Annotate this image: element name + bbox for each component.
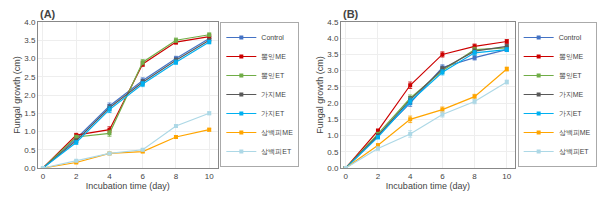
svg-text:뽕잎ME: 뽕잎ME [559,53,584,61]
svg-text:4: 4 [408,172,413,181]
svg-text:2.5: 2.5 [24,73,36,82]
svg-text:가지ME: 가지ME [261,91,286,98]
svg-text:10: 10 [502,172,511,181]
svg-text:2.5: 2.5 [327,83,339,92]
svg-text:0: 0 [41,172,46,181]
svg-text:Control: Control [559,34,582,41]
svg-text:0: 0 [344,172,349,181]
svg-text:8: 8 [472,172,477,181]
svg-text:0.0: 0.0 [327,164,339,173]
svg-text:가지ET: 가지ET [261,110,285,117]
svg-text:Incubation time (day): Incubation time (day) [386,181,470,191]
svg-text:1.5: 1.5 [327,115,339,124]
svg-text:10: 10 [205,172,214,181]
svg-text:가지ME: 가지ME [559,91,584,98]
svg-text:2.0: 2.0 [327,99,339,108]
svg-text:1.0: 1.0 [24,127,36,136]
svg-text:2: 2 [376,172,381,181]
svg-text:뽕잎ET: 뽕잎ET [559,72,583,80]
svg-text:2: 2 [74,172,79,181]
svg-text:가지ET: 가지ET [559,110,583,117]
svg-text:3.5: 3.5 [327,50,339,59]
svg-text:상백피ET: 상백피ET [261,148,292,156]
svg-text:Fungal growth (cm): Fungal growth (cm) [12,56,22,134]
svg-text:상백피ME: 상백피ME [559,129,591,137]
svg-text:1.5: 1.5 [24,109,36,118]
svg-text:0.0: 0.0 [24,164,36,173]
svg-text:3.5: 3.5 [24,36,36,45]
svg-text:6: 6 [440,172,445,181]
svg-text:1.0: 1.0 [327,131,339,140]
svg-text:4.0: 4.0 [327,34,339,43]
svg-text:4.0: 4.0 [24,18,36,27]
svg-text:6: 6 [140,172,145,181]
svg-text:4.5: 4.5 [327,18,339,27]
svg-text:8: 8 [174,172,179,181]
svg-text:Control: Control [261,34,284,41]
svg-text:0.5: 0.5 [327,148,339,157]
svg-text:Fungal growth (cm): Fungal growth (cm) [315,56,325,134]
svg-text:2.0: 2.0 [24,91,36,100]
svg-text:상백피ME: 상백피ME [261,129,293,137]
svg-text:3.0: 3.0 [327,66,339,75]
svg-text:(B): (B) [343,8,359,20]
svg-text:(A): (A) [40,8,56,20]
svg-text:4: 4 [107,172,112,181]
svg-text:0.5: 0.5 [24,146,36,155]
svg-text:뽕잎ET: 뽕잎ET [261,72,285,80]
svg-text:뽕잎ME: 뽕잎ME [261,53,286,61]
svg-text:3.0: 3.0 [24,54,36,63]
svg-text:상백피ET: 상백피ET [559,148,590,156]
svg-text:Incubation time (day): Incubation time (day) [86,181,170,191]
